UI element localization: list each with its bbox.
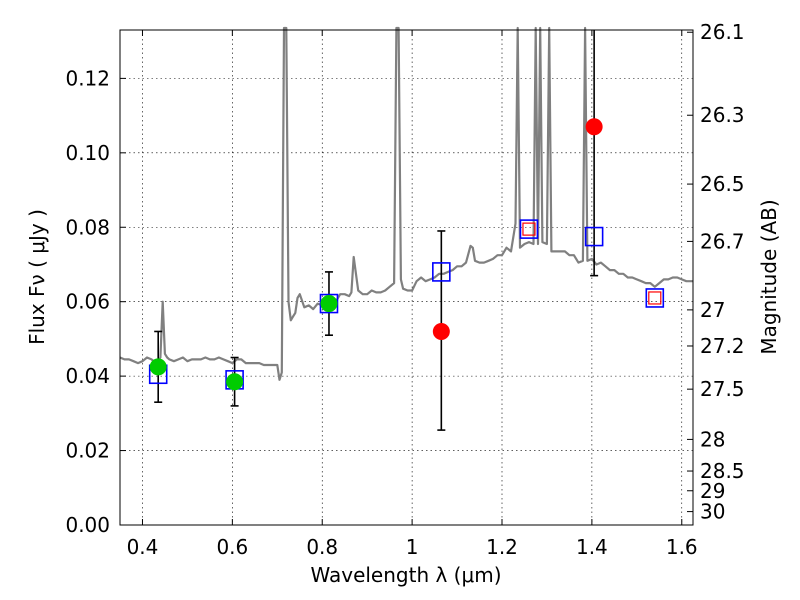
y-tick-label: 0.12 xyxy=(65,66,110,90)
spectrum-series xyxy=(119,26,693,381)
magnitude-axis-label: Magnitude (AB) xyxy=(757,199,781,354)
magnitude-tick-label: 28 xyxy=(700,427,725,451)
model-photometry-square xyxy=(584,226,604,247)
y-tick-label: 0.06 xyxy=(65,290,110,314)
x-tick-label: 0.6 xyxy=(216,535,248,559)
x-tick-label: 1.2 xyxy=(486,535,518,559)
y-tick-label: 0.10 xyxy=(65,141,110,165)
magnitude-tick-label: 26.1 xyxy=(700,20,745,44)
magnitude-tick-label: 28.5 xyxy=(700,459,745,483)
x-tick-label: 1.6 xyxy=(666,535,698,559)
x-tick-label: 0.4 xyxy=(127,535,159,559)
upper-limit-square xyxy=(648,291,662,305)
grid-lines xyxy=(120,30,693,526)
magnitude-tick-label: 27.5 xyxy=(700,377,745,401)
y-tick-label: 0.04 xyxy=(65,364,110,388)
error-bars xyxy=(154,30,599,431)
observed-point-green xyxy=(149,358,167,376)
magnitude-tick-label: 27 xyxy=(700,298,725,322)
y-axis-label: Flux Fν ( μJy ) xyxy=(25,209,49,345)
observed-point-red xyxy=(585,118,603,136)
magnitude-tick-label: 26.3 xyxy=(700,103,745,127)
x-axis-ticks: 0.4 0.6 0.8 1 1.2 1.4 1.6 xyxy=(127,30,698,559)
x-axis-label: Wavelength λ (μm) xyxy=(310,563,501,587)
y-tick-label: 0.02 xyxy=(65,439,110,463)
model-photometry-square xyxy=(645,288,665,308)
magnitude-tick-label: 27.2 xyxy=(700,334,745,358)
magnitude-tick-label: 26.7 xyxy=(700,229,745,253)
upper-limit-square xyxy=(522,222,536,236)
plot-frame xyxy=(119,29,694,526)
magnitude-tick-label: 29 xyxy=(700,479,725,503)
observed-point-green xyxy=(320,295,338,313)
y-axis-ticks: 0.00 0.02 0.04 0.06 0.08 0.10 0.12 xyxy=(65,66,126,537)
y-tick-label: 0.00 xyxy=(65,513,110,537)
model-photometry-square xyxy=(519,219,539,239)
observed-point-green xyxy=(226,373,244,391)
observed-point-red xyxy=(432,322,450,340)
x-tick-label: 0.8 xyxy=(306,535,338,559)
x-tick-label: 1.4 xyxy=(576,535,608,559)
spectrum-line xyxy=(119,26,693,381)
magnitude-tick-label: 26.5 xyxy=(700,172,745,196)
data-markers xyxy=(148,118,665,391)
y-tick-label: 0.08 xyxy=(65,215,110,239)
model-photometry-square xyxy=(432,262,451,282)
magnitude-tick-label: 30 xyxy=(700,500,725,524)
x-tick-label: 1 xyxy=(406,535,419,559)
